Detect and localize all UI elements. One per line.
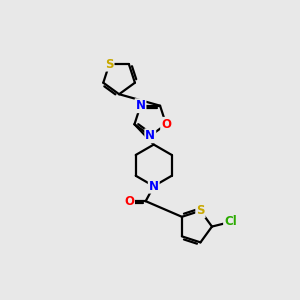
Text: N: N [149, 180, 159, 193]
Text: N: N [145, 129, 155, 142]
Text: Cl: Cl [224, 215, 237, 229]
Text: N: N [136, 99, 146, 112]
Text: S: S [105, 58, 114, 70]
Text: S: S [196, 204, 205, 217]
Text: O: O [124, 195, 134, 208]
Text: O: O [161, 118, 171, 131]
